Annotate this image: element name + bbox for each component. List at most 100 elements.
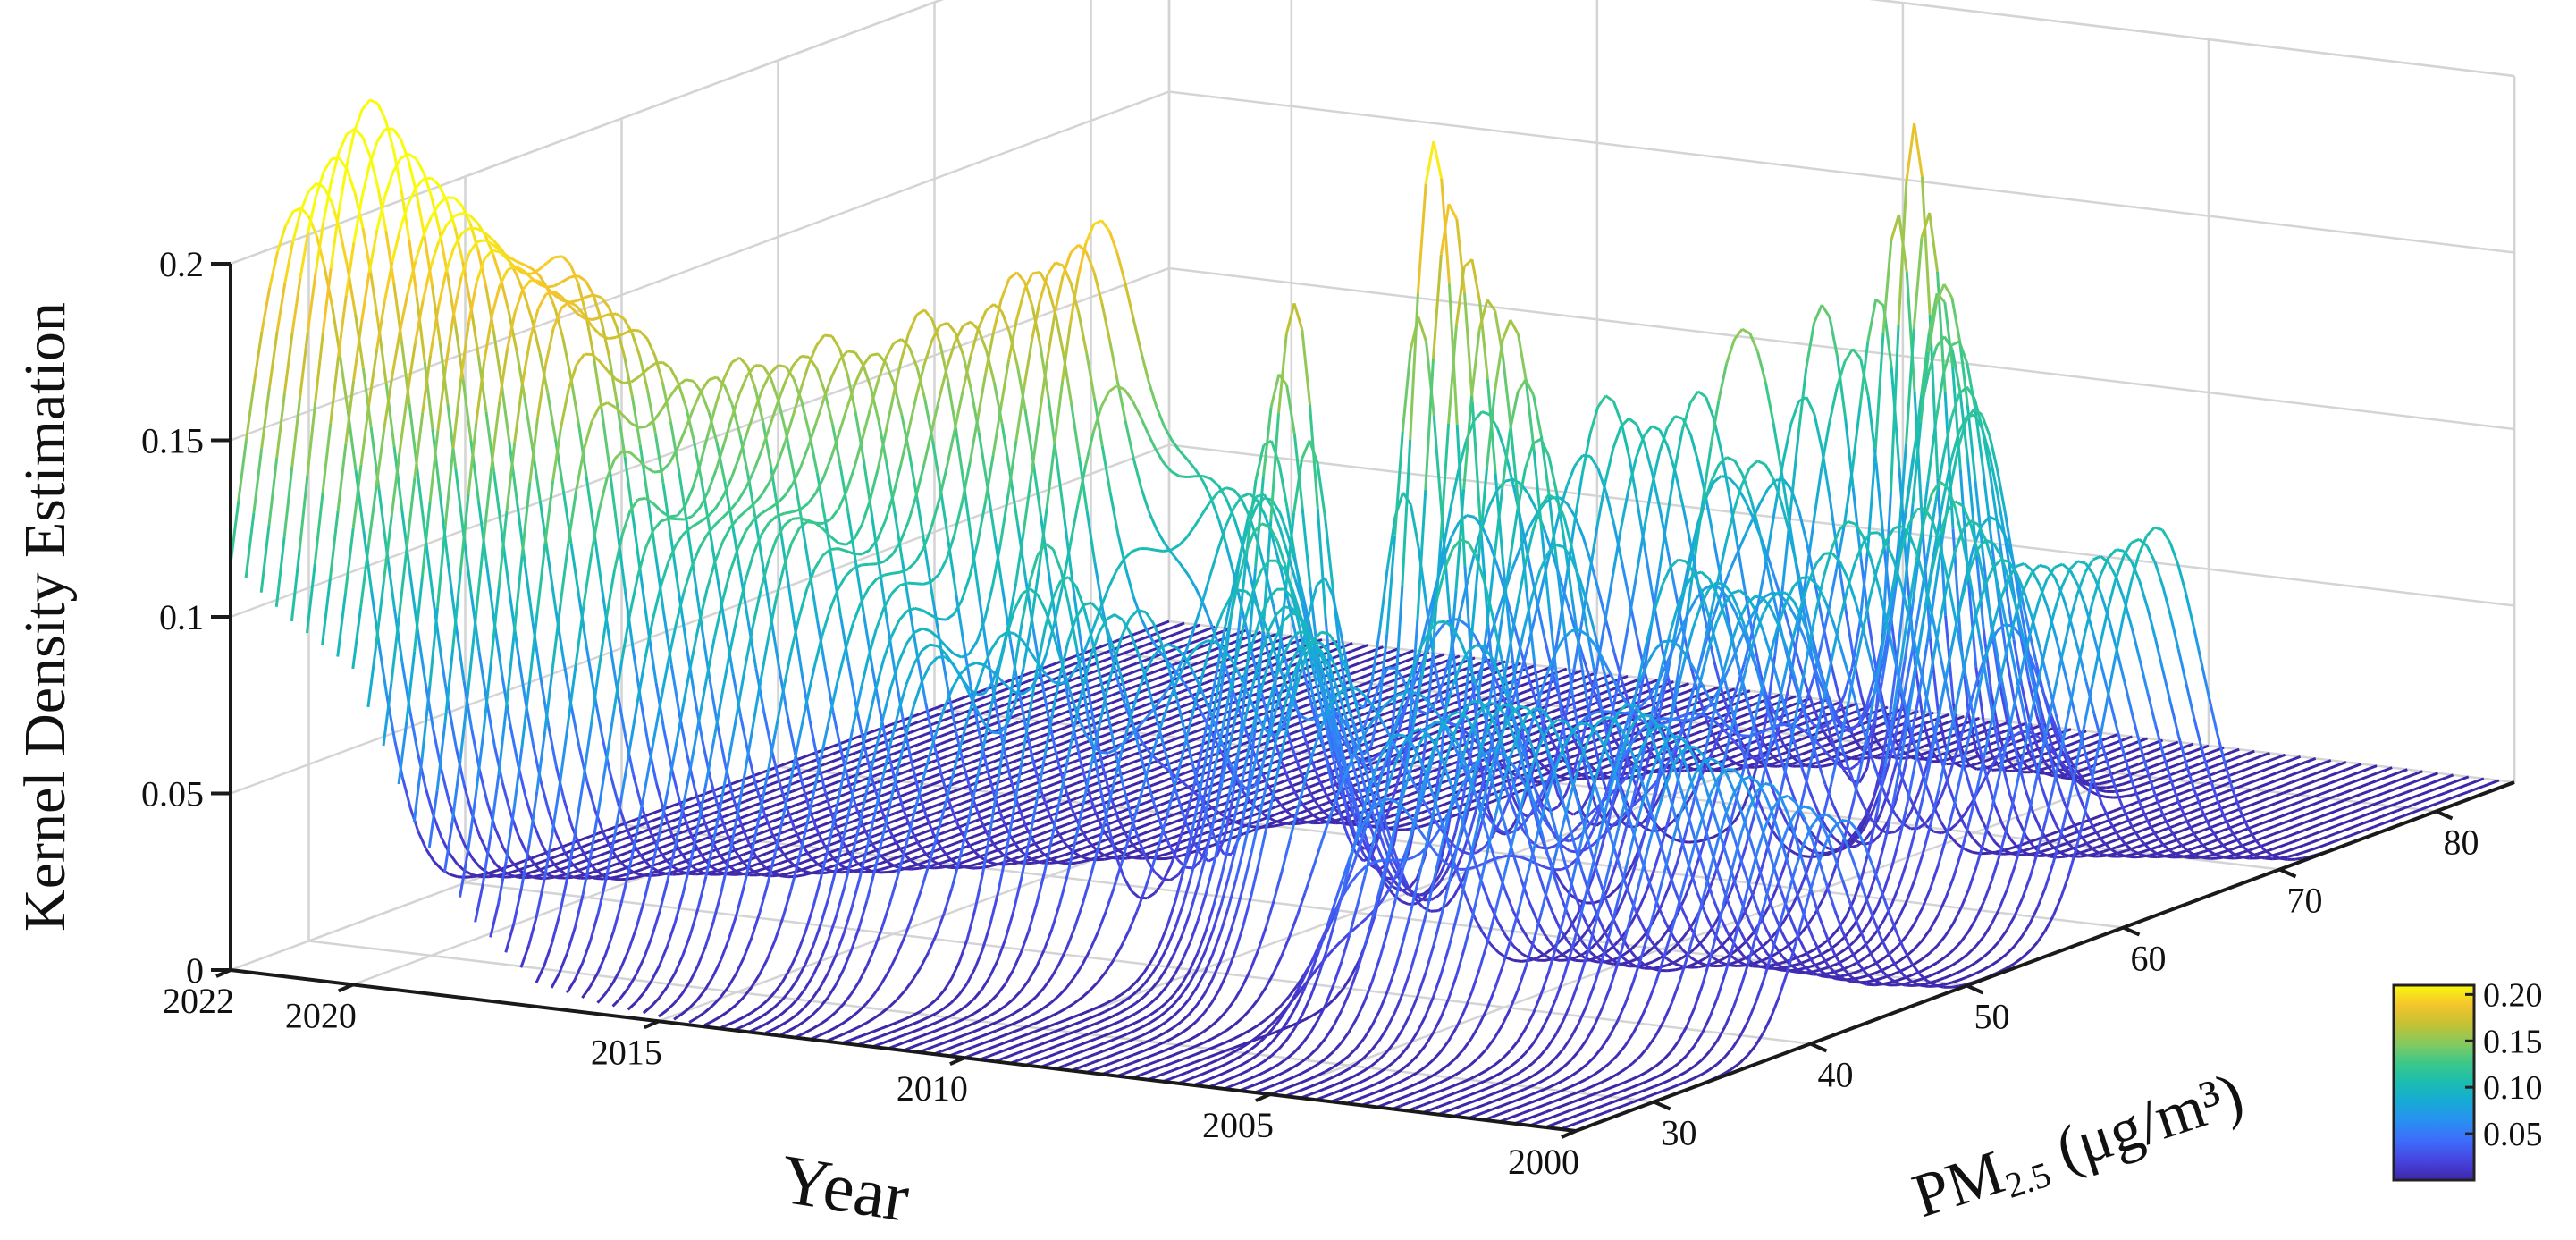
surface-segment xyxy=(1020,713,1031,763)
surface-segment xyxy=(971,735,981,741)
surface-segment xyxy=(930,499,941,528)
surface-segment xyxy=(986,745,995,751)
surface-segment xyxy=(781,779,793,818)
surface-segment xyxy=(821,829,829,835)
surface-segment xyxy=(721,527,732,543)
surface-segment xyxy=(585,781,597,811)
surface-segment xyxy=(1008,271,1018,280)
surface-segment xyxy=(485,802,497,829)
surface-segment xyxy=(922,527,933,549)
surface-segment xyxy=(878,747,888,754)
surface-segment xyxy=(1146,891,1156,900)
surface-segment xyxy=(780,1019,790,1026)
surface-segment xyxy=(589,810,601,856)
surface-segment xyxy=(959,822,969,829)
surface-segment xyxy=(944,813,954,819)
surface-segment xyxy=(1316,749,1326,756)
surface-segment xyxy=(1202,475,1211,480)
surface-segment xyxy=(698,533,709,549)
surface-segment xyxy=(600,296,610,308)
surface-segment xyxy=(834,968,846,986)
grid-line-pm-floor xyxy=(465,881,1811,1045)
surface-segment xyxy=(561,255,572,266)
surface-segment xyxy=(1444,792,1454,798)
surface-segment xyxy=(989,833,998,839)
surface-segment xyxy=(538,261,548,271)
surface-segment xyxy=(776,441,787,465)
surface-segment xyxy=(559,543,570,604)
surface-segment xyxy=(1158,688,1166,695)
surface-segment xyxy=(913,649,923,665)
surface-segment xyxy=(1194,720,1204,726)
surface-segment xyxy=(1102,829,1113,844)
surface-segment xyxy=(1087,839,1098,851)
surface-segment xyxy=(1055,734,1065,740)
surface-segment xyxy=(421,266,433,301)
surface-segment xyxy=(1313,811,1323,817)
surface-segment xyxy=(408,571,419,630)
surface-segment xyxy=(1155,405,1166,427)
surface-segment xyxy=(489,774,501,835)
surface-segment xyxy=(857,1022,867,1029)
surface-segment xyxy=(474,882,484,923)
surface-segment xyxy=(453,197,464,207)
surface-segment xyxy=(1259,815,1268,822)
surface-segment xyxy=(1045,782,1055,789)
surface-segment xyxy=(799,517,808,522)
surface-segment xyxy=(528,308,540,340)
surface-segment xyxy=(1436,803,1446,809)
surface-segment xyxy=(492,471,503,534)
surface-segment xyxy=(1183,791,1193,797)
surface-segment xyxy=(1156,759,1166,769)
surface-segment xyxy=(827,865,838,898)
surface-segment xyxy=(956,711,966,717)
surface-segment xyxy=(596,859,605,865)
surface-segment xyxy=(922,798,931,805)
surface-segment xyxy=(307,182,317,193)
surface-segment xyxy=(569,706,581,748)
surface-segment xyxy=(661,510,670,519)
surface-segment xyxy=(937,645,947,655)
surface-segment xyxy=(947,744,956,750)
surface-segment xyxy=(1079,827,1090,842)
surface-segment xyxy=(804,791,816,829)
surface-segment xyxy=(344,241,356,296)
surface-segment xyxy=(1009,778,1020,807)
surface-segment xyxy=(820,896,830,924)
surface-segment xyxy=(1310,704,1321,736)
surface-segment xyxy=(1572,692,1582,698)
surface-segment xyxy=(904,1014,913,1021)
surface-segment xyxy=(1066,820,1076,826)
surface-segment xyxy=(1083,628,1095,650)
surface-segment xyxy=(1200,709,1211,750)
surface-segment xyxy=(1649,679,1659,685)
surface-segment xyxy=(1405,806,1415,813)
surface-segment xyxy=(836,649,847,683)
surface-segment xyxy=(968,640,979,654)
surface-segment xyxy=(1282,814,1292,821)
surface-segment xyxy=(759,822,769,828)
surface-segment xyxy=(837,800,846,806)
surface-segment xyxy=(823,767,833,774)
surface-segment xyxy=(841,1030,851,1036)
surface-segment xyxy=(1367,648,1376,654)
surface-segment xyxy=(1010,721,1019,727)
surface-segment xyxy=(468,214,479,224)
surface-segment xyxy=(947,381,957,429)
surface-segment xyxy=(884,395,895,434)
surface-segment xyxy=(1043,829,1053,835)
surface-segment xyxy=(1023,273,1034,291)
surface-segment xyxy=(558,876,569,915)
surface-segment xyxy=(1150,833,1160,839)
surface-segment xyxy=(668,447,679,464)
surface-segment xyxy=(854,351,864,366)
surface-segment xyxy=(1012,832,1022,839)
surface-segment xyxy=(769,376,780,401)
surface-segment xyxy=(761,372,772,390)
surface-segment xyxy=(1186,574,1198,589)
surface-segment xyxy=(808,721,820,762)
surface-segment xyxy=(696,781,708,824)
surface-segment xyxy=(722,790,732,797)
surface-segment xyxy=(852,817,861,823)
surface-segment xyxy=(811,1006,821,1016)
